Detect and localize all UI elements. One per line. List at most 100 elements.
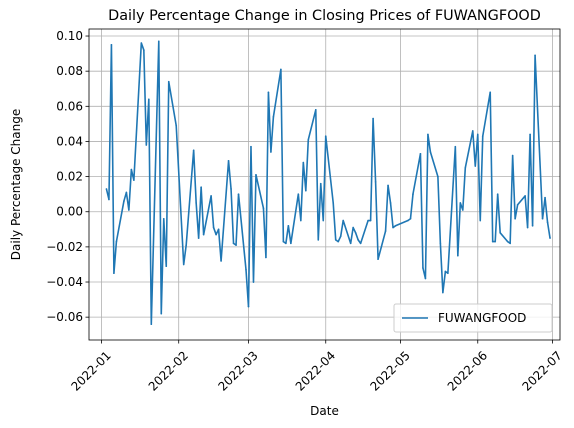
data-point bbox=[471, 130, 474, 132]
data-point bbox=[474, 165, 477, 167]
data-point bbox=[150, 323, 153, 325]
data-point bbox=[148, 98, 150, 101]
data-point bbox=[424, 277, 427, 280]
data-point bbox=[110, 44, 113, 46]
data-point bbox=[324, 135, 327, 137]
data-point bbox=[374, 181, 377, 183]
data-point bbox=[479, 219, 482, 222]
legend: FUWANGFOOD bbox=[393, 303, 553, 333]
data-point bbox=[447, 272, 449, 275]
data-point bbox=[314, 109, 317, 111]
data-point bbox=[422, 267, 424, 269]
data-point bbox=[389, 202, 392, 204]
data-point bbox=[290, 242, 292, 245]
data-point bbox=[342, 219, 344, 222]
data-point bbox=[367, 219, 369, 222]
data-point bbox=[143, 49, 145, 51]
x-tick-label: 2022-04 bbox=[293, 348, 338, 393]
data-point bbox=[412, 193, 414, 195]
data-point bbox=[302, 161, 305, 164]
data-point bbox=[305, 189, 307, 192]
data-point bbox=[541, 217, 544, 220]
data-point bbox=[357, 239, 359, 241]
data-point bbox=[516, 203, 519, 206]
data-point bbox=[270, 151, 272, 153]
data-point bbox=[245, 268, 247, 271]
data-point bbox=[287, 224, 290, 227]
data-point bbox=[499, 232, 501, 234]
data-point bbox=[339, 235, 342, 238]
y-tick-label: −0.04 bbox=[46, 275, 83, 289]
data-point bbox=[160, 312, 163, 315]
data-point bbox=[145, 144, 148, 146]
data-point bbox=[319, 182, 322, 185]
data-point bbox=[549, 237, 551, 239]
data-point bbox=[285, 242, 287, 245]
data-point bbox=[162, 217, 165, 220]
data-point bbox=[526, 226, 529, 229]
data-point bbox=[250, 145, 252, 148]
data-point bbox=[337, 240, 340, 243]
data-point bbox=[125, 191, 128, 194]
data-point bbox=[442, 291, 444, 294]
data-point bbox=[457, 254, 459, 257]
data-point bbox=[317, 239, 320, 241]
data-point bbox=[140, 42, 143, 44]
data-point bbox=[220, 260, 222, 262]
data-point bbox=[544, 196, 546, 199]
x-axis-ticks: 2022-01 2022-02 2022-03 2022-04 2022-05 2022-… bbox=[68, 340, 565, 394]
data-point bbox=[476, 133, 479, 136]
data-point bbox=[352, 226, 354, 229]
data-point bbox=[439, 242, 442, 245]
data-point bbox=[230, 188, 232, 190]
y-tick-label: −0.02 bbox=[46, 240, 83, 254]
data-point bbox=[454, 145, 457, 148]
data-point bbox=[489, 91, 492, 94]
data-point bbox=[157, 40, 160, 43]
y-axis-label: Daily Percentage Change bbox=[9, 109, 23, 260]
data-point bbox=[387, 184, 389, 187]
y-tick-label: 0.10 bbox=[56, 29, 83, 43]
y-tick-label: 0.06 bbox=[56, 99, 83, 113]
data-point bbox=[359, 242, 362, 245]
data-point bbox=[509, 242, 511, 245]
data-point bbox=[514, 217, 516, 220]
data-point bbox=[175, 124, 178, 127]
data-point bbox=[407, 219, 409, 222]
data-point bbox=[459, 202, 462, 204]
data-point bbox=[113, 272, 115, 275]
data-point bbox=[372, 117, 374, 120]
x-tick-label: 2022-07 bbox=[520, 348, 565, 393]
data-point bbox=[267, 91, 270, 94]
data-point bbox=[235, 244, 237, 246]
data-point bbox=[272, 116, 275, 118]
y-axis-ticks: −0.06 −0.04 −0.02 0.00 0.02 0.04 0.06 0.08 0.10 bbox=[46, 29, 89, 324]
data-point bbox=[133, 179, 135, 181]
data-point bbox=[237, 193, 240, 195]
data-point bbox=[247, 305, 250, 308]
data-point bbox=[494, 240, 497, 243]
data-point bbox=[462, 209, 464, 211]
data-point bbox=[202, 233, 205, 236]
data-point bbox=[182, 263, 185, 266]
x-axis-label: Date bbox=[310, 404, 339, 418]
data-point bbox=[534, 54, 536, 57]
legend-box bbox=[393, 303, 553, 333]
data-point bbox=[444, 270, 447, 273]
data-point bbox=[232, 242, 235, 245]
data-point bbox=[427, 133, 429, 136]
x-tick-label: 2022-05 bbox=[367, 348, 412, 393]
data-point bbox=[105, 188, 108, 190]
y-tick-label: 0.00 bbox=[56, 205, 83, 219]
data-point bbox=[227, 159, 230, 162]
x-tick-label: 2022-03 bbox=[215, 348, 260, 393]
data-point bbox=[354, 232, 357, 234]
data-point bbox=[167, 80, 170, 83]
data-point bbox=[252, 281, 255, 283]
data-point bbox=[165, 265, 168, 268]
data-point bbox=[262, 207, 265, 210]
data-point bbox=[215, 233, 217, 236]
data-point bbox=[481, 135, 484, 137]
data-point bbox=[429, 151, 432, 153]
